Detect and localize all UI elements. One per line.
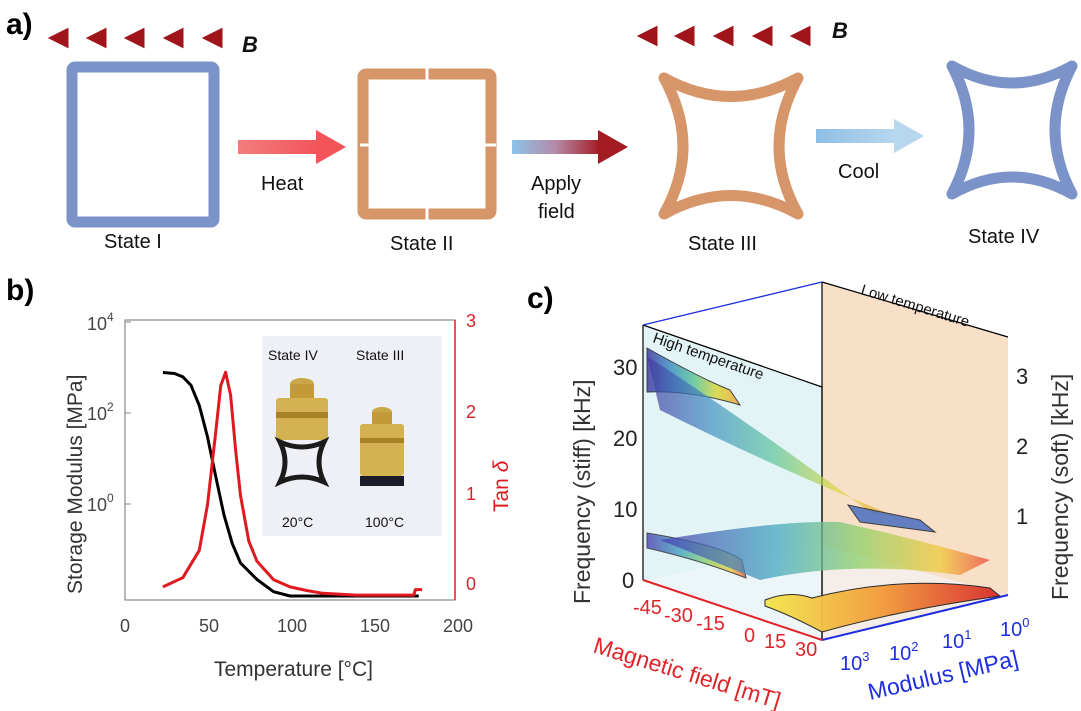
panel-a-label: a) (6, 8, 33, 41)
z-tick-20: 20 (613, 426, 637, 451)
tick-1e2: 102 (87, 400, 114, 424)
inset-state-iii: State III (356, 347, 404, 363)
apply-label-1: Apply (531, 173, 581, 195)
panel-c-label: c) (527, 282, 554, 315)
surface-lower-low (764, 582, 1002, 633)
inset-state-iv: State IV (268, 347, 318, 363)
field-tick-30: 30 (795, 639, 817, 661)
field-ticks: -45 -30 -15 0 15 30 (633, 597, 817, 661)
tick-x-0: 0 (120, 616, 130, 636)
weight-state-iii (360, 407, 404, 486)
z-right-ticks: 3 2 1 (1016, 364, 1028, 529)
field-tick-15: 15 (764, 631, 786, 653)
state-3-star-frame (658, 72, 804, 220)
tick-x-200: 200 (443, 616, 473, 636)
field-symbol-b: B (242, 32, 258, 57)
state-2-label: State II (390, 233, 453, 255)
heat-arrow: Heat (238, 130, 346, 195)
modulus-tick-1e2: 102 (889, 639, 918, 665)
field-tick-n45: -45 (633, 597, 662, 619)
tan-delta-line (162, 370, 422, 597)
field-tick-0: 0 (744, 625, 755, 647)
state-2-square-frame (357, 68, 497, 220)
tick-1e0: 100 (87, 491, 114, 515)
inset-temp-100: 100°C (365, 514, 404, 530)
cool-arrow: Cool (816, 119, 924, 183)
z-tick-30: 30 (613, 355, 637, 380)
tick-r-0: 0 (466, 574, 476, 594)
field-tick-n15: -15 (696, 613, 725, 635)
z-right-tick-1: 1 (1016, 504, 1028, 529)
state-4-label: State IV (968, 226, 1040, 248)
z-tick-10: 10 (613, 497, 637, 522)
x-axis-ticks: 0 50 100 150 200 (120, 616, 473, 636)
inset-temp-20: 20°C (282, 514, 313, 530)
field-lines-1 (47, 27, 223, 230)
state-2-structure: State II (357, 68, 497, 255)
tick-r-3: 3 (466, 311, 476, 331)
right-axis-ticks: 3 2 1 0 (466, 311, 476, 594)
panel-c: c) High temperature Low temperature (527, 281, 1073, 711)
z-right-tick-2: 2 (1016, 434, 1028, 459)
heat-label: Heat (261, 173, 304, 195)
surface-lower-mid (660, 521, 990, 580)
field-symbol-b-2: B (832, 18, 848, 43)
apply-field-arrow: Apply field (512, 130, 628, 223)
tick-r-2: 2 (466, 402, 476, 422)
state-4-star-frame (946, 60, 1078, 200)
chart-b-lines (162, 370, 422, 598)
z-left-ticks: 30 20 10 0 (613, 355, 637, 593)
y-axis-title-right: Tan δ (490, 460, 513, 512)
weight-state-iv (274, 378, 330, 488)
state-4-structure: State IV (946, 60, 1078, 248)
panel-a: a) B State I Heat (6, 8, 1078, 255)
tick-r-1: 1 (466, 484, 476, 504)
panel-b: b) 104 102 100 3 2 1 0 0 50 100 150 200 (6, 274, 513, 681)
field-tick-n30: -30 (664, 605, 693, 627)
field-axis-line (642, 579, 823, 641)
state-1-structure: B State I (47, 27, 258, 253)
z-left-axis-title: Frequency (stiff) [kHz] (569, 379, 595, 604)
left-axis-ticks: 104 102 100 (87, 310, 131, 515)
modulus-ticks: 103 102 101 100 (840, 615, 1029, 675)
state-1-label: State I (104, 231, 162, 253)
tick-x-50: 50 (199, 616, 219, 636)
y-axis-title-left: Storage Modulus [MPa] (64, 375, 87, 594)
modulus-tick-1e0: 100 (1000, 615, 1029, 641)
z-tick-0: 0 (622, 568, 634, 593)
z-right-axis-title: Frequency (soft) [kHz] (1047, 374, 1073, 600)
modulus-tick-1e3: 103 (840, 649, 869, 675)
modulus-tick-1e1: 101 (942, 627, 971, 653)
z-right-tick-3: 3 (1016, 364, 1028, 389)
modulus-axis-line (821, 594, 1009, 641)
top-edge-blue (642, 281, 823, 326)
apply-label-2: field (538, 201, 575, 223)
state-3-label: State III (688, 233, 757, 255)
tick-x-150: 150 (360, 616, 390, 636)
surface-upper-low (846, 504, 937, 533)
inset-photo: State IV State III 20°C 100°C (262, 336, 442, 536)
tick-x-100: 100 (277, 616, 307, 636)
cool-label: Cool (838, 161, 879, 183)
x-axis-title: Temperature [°C] (214, 658, 373, 681)
tick-1e4: 104 (87, 310, 114, 334)
panel-b-label: b) (6, 274, 34, 307)
state-3-structure: B State III (636, 18, 848, 255)
